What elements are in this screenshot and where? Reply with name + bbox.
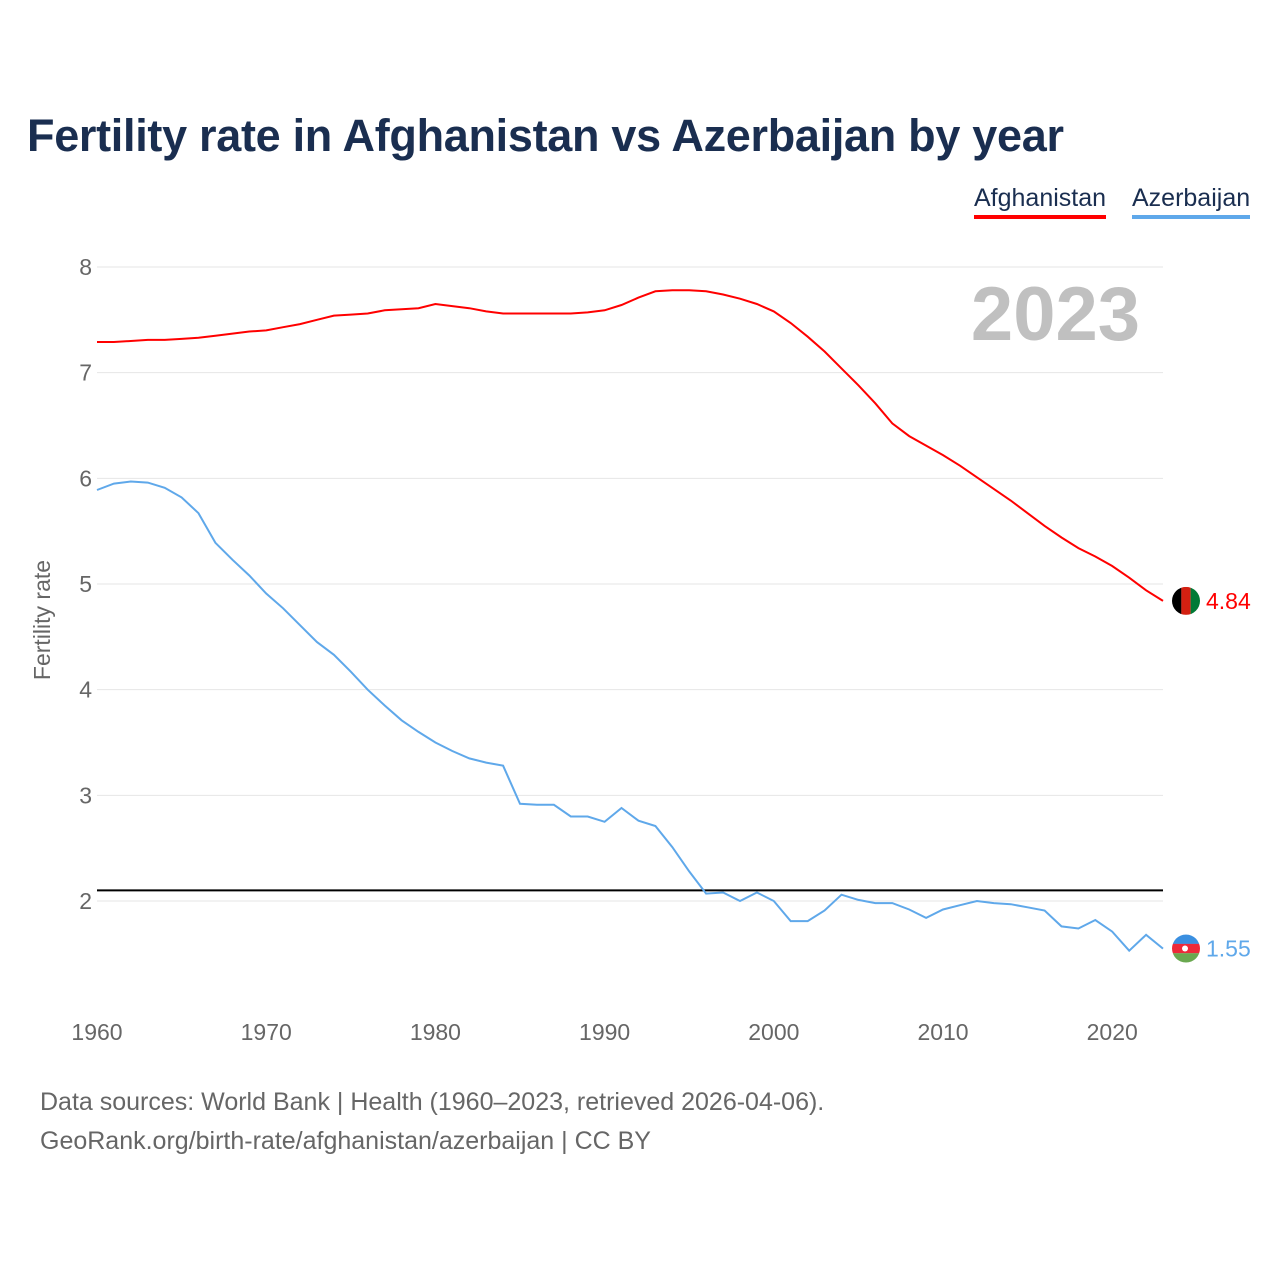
footer-sources: Data sources: World Bank | Health (1960–… bbox=[40, 1088, 825, 1116]
legend-afghanistan[interactable]: Afghanistan bbox=[974, 184, 1107, 219]
y-tick-label: 3 bbox=[79, 782, 92, 808]
chart-title: Fertility rate in Afghanistan vs Azerbai… bbox=[27, 110, 1064, 161]
x-tick-label: 2000 bbox=[748, 1019, 799, 1045]
y-tick-label: 8 bbox=[79, 254, 92, 280]
y-tick-label: 2 bbox=[79, 888, 92, 914]
series-line-afghanistan bbox=[97, 289, 1164, 602]
x-tick-label: 1990 bbox=[579, 1019, 630, 1045]
flag-icon-afghanistan bbox=[1172, 586, 1200, 615]
x-tick-label: 1960 bbox=[71, 1019, 122, 1045]
y-tick-label: 5 bbox=[79, 571, 92, 597]
y-tick-label: 6 bbox=[79, 465, 92, 491]
y-tick-label: 7 bbox=[79, 360, 92, 386]
end-value-label-afghanistan: 4.84 bbox=[1206, 588, 1251, 614]
flag-icon-azerbaijan bbox=[1172, 934, 1200, 963]
y-tick-label: 4 bbox=[79, 677, 92, 703]
y-axis-label: Fertility rate bbox=[29, 560, 55, 680]
year-watermark: 2023 bbox=[971, 272, 1140, 357]
x-tick-label: 2010 bbox=[917, 1019, 968, 1045]
x-tick-label: 1980 bbox=[410, 1019, 461, 1045]
x-tick-label: 2020 bbox=[1087, 1019, 1138, 1045]
footer-link[interactable]: GeoRank.org/birth-rate/afghanistan/azerb… bbox=[40, 1127, 651, 1155]
end-value-label-azerbaijan: 1.55 bbox=[1206, 936, 1251, 962]
series-line-azerbaijan bbox=[96, 480, 1164, 953]
legend-azerbaijan[interactable]: Azerbaijan bbox=[1132, 184, 1251, 219]
x-tick-label: 1970 bbox=[241, 1019, 292, 1045]
